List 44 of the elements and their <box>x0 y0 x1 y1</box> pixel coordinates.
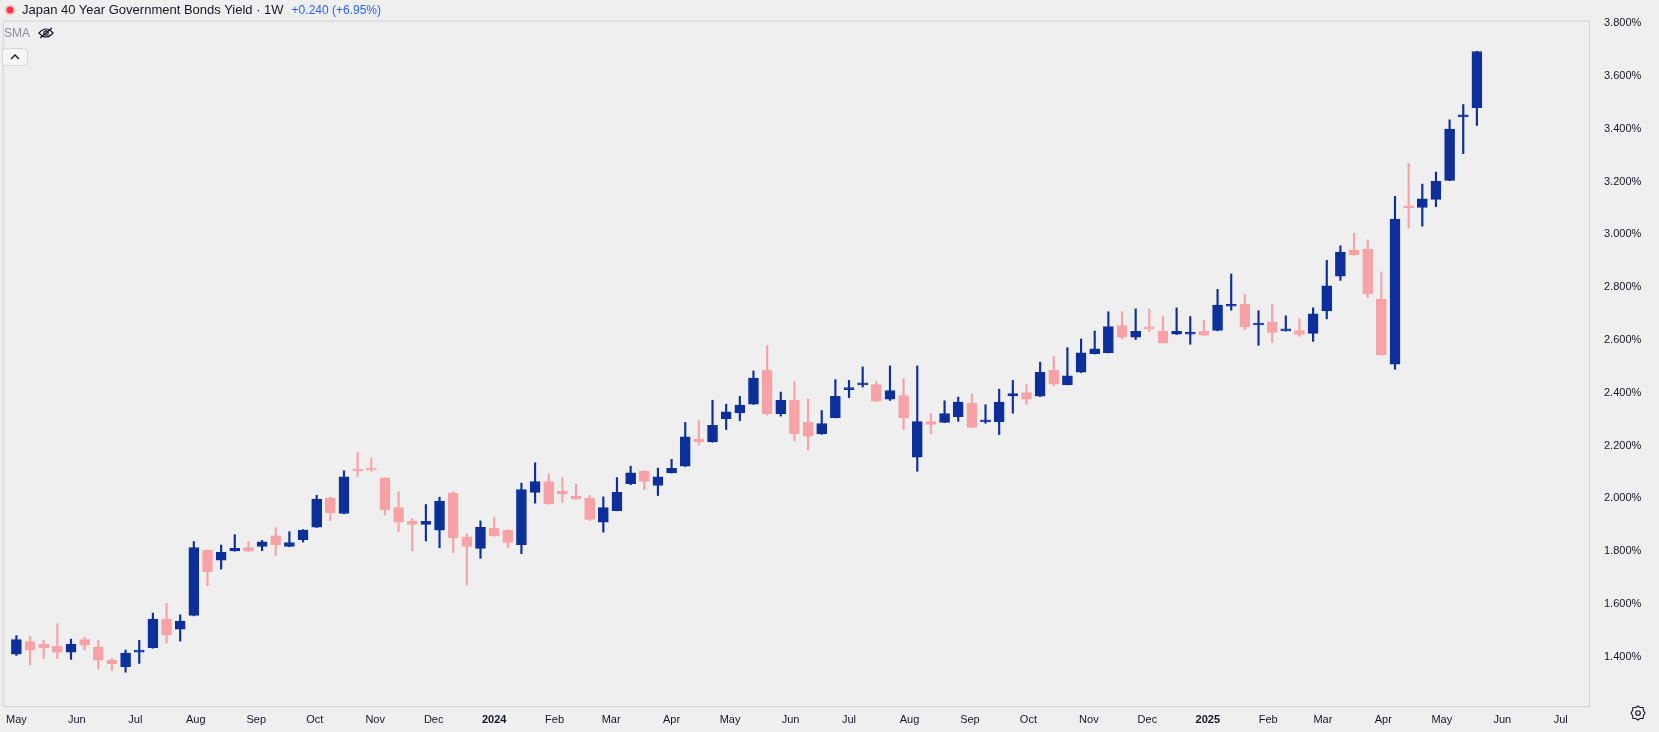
y-tick-label: 3.400% <box>1604 121 1642 134</box>
y-tick-label: 3.200% <box>1604 174 1642 187</box>
x-tick-label: 2024 <box>481 712 508 725</box>
x-tick-label: Apr <box>1374 712 1393 725</box>
chart-title: Japan 40 Year Government Bonds Yield · 1W <box>22 2 284 17</box>
x-tick-label: Jul <box>128 712 143 725</box>
x-tick-label: May <box>6 712 28 725</box>
x-tick-label: Jun <box>67 712 86 725</box>
x-tick-label: May <box>1431 712 1453 725</box>
x-tick-label: Mar <box>1313 712 1333 725</box>
y-tick-label: 2.400% <box>1604 385 1642 398</box>
x-tick-label: Aug <box>899 712 920 725</box>
x-tick-label: Jun <box>1493 712 1512 725</box>
y-tick-label: 3.800% <box>1604 16 1642 29</box>
y-tick-label: 2.200% <box>1604 438 1642 451</box>
y-tick-label: 1.400% <box>1604 649 1642 662</box>
x-tick-label: Jul <box>1553 712 1568 725</box>
x-tick-label: Apr <box>663 712 681 725</box>
x-tick-label: May <box>719 712 741 725</box>
y-tick-label: 2.600% <box>1604 333 1642 346</box>
y-tick-label: 1.800% <box>1604 544 1642 557</box>
x-tick-label: Oct <box>1019 712 1037 725</box>
x-tick-label: Aug <box>186 712 206 725</box>
x-tick-label: Oct <box>306 712 324 725</box>
y-tick-label: 3.000% <box>1604 227 1642 240</box>
x-tick-label: Sep <box>246 712 267 725</box>
x-tick-label: 2025 <box>1195 712 1221 725</box>
x-tick-label: Jun <box>781 712 800 725</box>
candlestick <box>1294 318 1305 337</box>
y-tick-label: 3.600% <box>1604 69 1642 82</box>
x-tick-label: Jul <box>841 712 857 725</box>
x-tick-label: Nov <box>365 712 386 725</box>
y-tick-label: 2.800% <box>1604 280 1642 293</box>
annotation: SMA <box>4 26 31 40</box>
x-tick-label: Feb <box>545 712 565 725</box>
y-tick-label: 1.600% <box>1604 597 1642 610</box>
text: +0.240 (+6.95%) <box>291 2 382 17</box>
x-tick-label: Feb <box>1258 712 1278 725</box>
x-tick-label: Dec <box>1137 712 1158 725</box>
x-tick-label: Sep <box>960 712 980 725</box>
x-tick-label: Dec <box>423 712 444 725</box>
y-tick-label: 2.000% <box>1604 491 1642 504</box>
x-tick-label: Mar <box>601 712 621 725</box>
x-tick-label: Nov <box>1079 712 1100 725</box>
